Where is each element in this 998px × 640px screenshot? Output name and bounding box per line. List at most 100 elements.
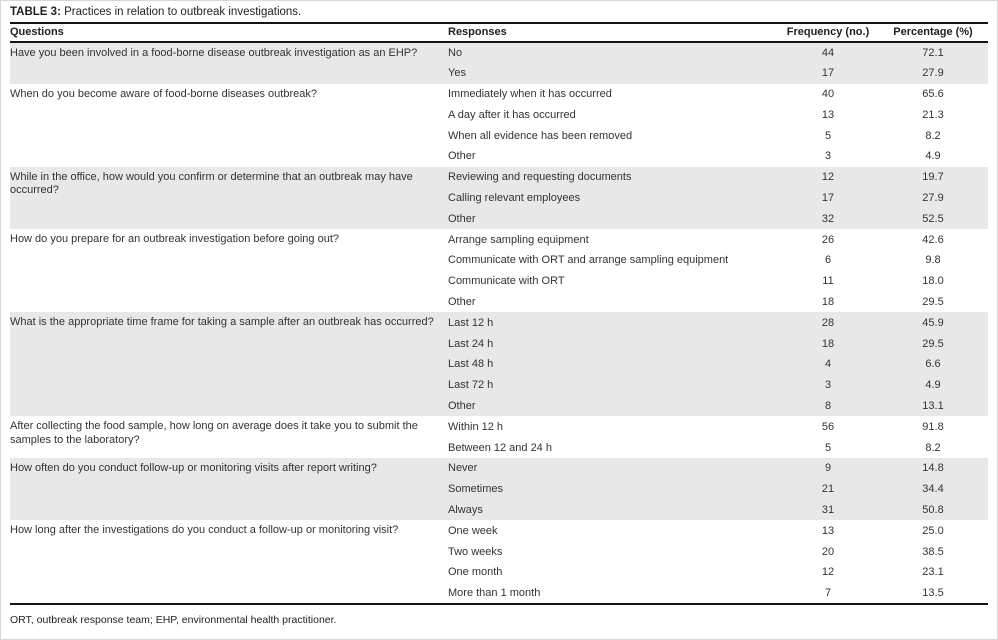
response-row: Other 8 13.1: [10, 395, 988, 417]
frequency-value-cell: 9: [778, 457, 878, 479]
frequency-value-cell: 3: [778, 374, 878, 396]
response-row: Other 32 52.5: [10, 208, 988, 230]
table-body: Have you been involved in a food-borne d…: [10, 42, 988, 604]
response-label-cell: Communicate with ORT: [448, 275, 565, 288]
frequency-value-cell: 40: [821, 87, 835, 100]
question-cell: How often do you conduct follow-up or mo…: [10, 457, 448, 521]
frequency-value-cell: 21: [778, 478, 878, 500]
response-label-cell: Sometimes: [448, 478, 778, 500]
frequency-value-cell: 6: [824, 254, 832, 267]
response-row: Last 24 h 18 29.5: [10, 333, 988, 354]
frequency-value-cell: 32: [778, 208, 878, 230]
response-row: How often do you conduct follow-up or mo…: [10, 457, 988, 521]
response-row: Last 72 h 3 4.9: [10, 374, 988, 396]
response-row: One month 12 23.1: [10, 562, 988, 583]
percentage-value-cell: 19.7: [878, 166, 988, 188]
response-row: Communicate with ORT and arrange samplin…: [10, 250, 988, 271]
frequency-value-cell: 12: [821, 566, 835, 579]
table-number-label: TABLE 3:: [10, 6, 61, 18]
percentage-value-cell: 14.8: [878, 457, 988, 479]
response-label-cell: Calling relevant employees: [448, 187, 778, 209]
percentage-value-cell: 4.9: [925, 150, 941, 163]
response-row: What is the appropriate time frame for t…: [10, 312, 988, 417]
column-header-percentage: Percentage (%): [878, 23, 988, 43]
question-cell: How long after the investigations do you…: [10, 524, 399, 537]
frequency-value-cell: 11: [822, 275, 834, 288]
frequency-value-cell: 4: [778, 353, 878, 375]
percentage-value-cell: 72.1: [878, 42, 988, 63]
column-header-responses: Responses: [448, 23, 778, 43]
percentage-value-cell: 25.0: [922, 524, 944, 537]
frequency-value-cell: 18: [821, 295, 835, 308]
response-row: While in the office, how would you confi…: [10, 166, 988, 230]
question-cell: Have you been involved in a food-borne d…: [10, 42, 448, 84]
response-label-cell: Other: [448, 208, 778, 230]
response-label-cell: Communicate with ORT and arrange samplin…: [448, 254, 729, 267]
response-row: When all evidence has been removed 5 8.2: [10, 125, 988, 146]
response-row: After collecting the food sample, how lo…: [10, 416, 988, 446]
frequency-value-cell: 3: [824, 150, 832, 163]
response-row: Other 18 29.5: [10, 292, 988, 313]
response-label-cell: Other: [448, 295, 476, 308]
percentage-value-cell: 23.1: [922, 566, 944, 579]
response-label-cell: More than 1 month: [448, 586, 541, 599]
question-cell: What is the appropriate time frame for t…: [10, 312, 448, 417]
response-label-cell: Yes: [448, 62, 778, 84]
response-row: How do you prepare for an outbreak inves…: [10, 229, 988, 250]
frequency-value-cell: 7: [824, 586, 832, 599]
frequency-value-cell: 28: [778, 312, 878, 334]
response-row: Communicate with ORT 11 18.0: [10, 271, 988, 292]
frequency-value-cell: 5: [824, 129, 832, 142]
question-cell: When do you become aware of food-borne d…: [10, 87, 317, 100]
percentage-value-cell: 8.2: [925, 129, 941, 142]
response-label-cell: One month: [448, 566, 503, 579]
response-row: Last 48 h 4 6.6: [10, 353, 988, 375]
response-label-cell: Reviewing and requesting documents: [448, 166, 778, 188]
response-row: Other 3 4.9: [10, 146, 988, 167]
response-label-cell: Two weeks: [448, 545, 503, 558]
response-label-cell: No: [448, 42, 778, 63]
response-row: Sometimes 21 34.4: [10, 478, 988, 500]
column-header-frequency: Frequency (no.): [778, 23, 878, 43]
percentage-value-cell: 18.0: [922, 275, 944, 288]
frequency-value-cell: 20: [821, 545, 835, 558]
response-label-cell: Immediately when it has occurred: [448, 87, 612, 100]
percentage-value-cell: 29.5: [922, 295, 944, 308]
frequency-value-cell: 17: [778, 187, 878, 209]
response-row: Yes 17 27.9: [10, 62, 988, 84]
percentage-value-cell: 21.3: [922, 108, 944, 121]
column-header-questions: Questions: [10, 23, 448, 43]
response-label-cell: Other: [448, 150, 476, 163]
percentage-value-cell: 27.9: [878, 187, 988, 209]
table-footnote: ORT, outbreak response team; EHP, enviro…: [10, 613, 337, 626]
response-label-cell: Last 48 h: [448, 353, 778, 375]
percentage-value-cell: 91.8: [922, 420, 944, 433]
frequency-value-cell: 17: [778, 62, 878, 84]
table-caption: Practices in relation to outbreak invest…: [60, 6, 302, 18]
response-row: More than 1 month 7 13.5: [10, 583, 988, 604]
percentage-value-cell: 8.2: [925, 441, 941, 454]
percentage-value-cell: 38.5: [922, 545, 944, 558]
percentage-value-cell: 29.5: [878, 333, 988, 354]
response-row: Two weeks 20 38.5: [10, 541, 988, 562]
percentage-value-cell: 50.8: [878, 499, 988, 521]
response-row: A day after it has occurred 13 21.3: [10, 104, 988, 125]
response-label-cell: Never: [448, 457, 778, 479]
data-table: Questions Responses Frequency (no.) Perc…: [10, 22, 988, 605]
percentage-value-cell: 65.6: [922, 87, 944, 100]
frequency-value-cell: 44: [778, 42, 878, 63]
percentage-value-cell: 6.6: [878, 353, 988, 375]
response-row: When do you become aware of food-borne d…: [10, 84, 988, 105]
frequency-value-cell: 5: [824, 441, 832, 454]
frequency-value-cell: 13: [821, 524, 835, 537]
table-title: TABLE 3: Practices in relation to outbre…: [10, 1, 988, 22]
response-label-cell: Last 72 h: [448, 374, 778, 396]
response-label-cell: A day after it has occurred: [448, 108, 576, 121]
response-row: How long after the investigations do you…: [10, 520, 988, 541]
frequency-value-cell: 8: [778, 395, 878, 417]
response-label-cell: Last 24 h: [448, 333, 778, 354]
frequency-value-cell: 18: [778, 333, 878, 354]
response-row: Always 31 50.8: [10, 499, 988, 521]
frequency-value-cell: 26: [821, 233, 835, 246]
